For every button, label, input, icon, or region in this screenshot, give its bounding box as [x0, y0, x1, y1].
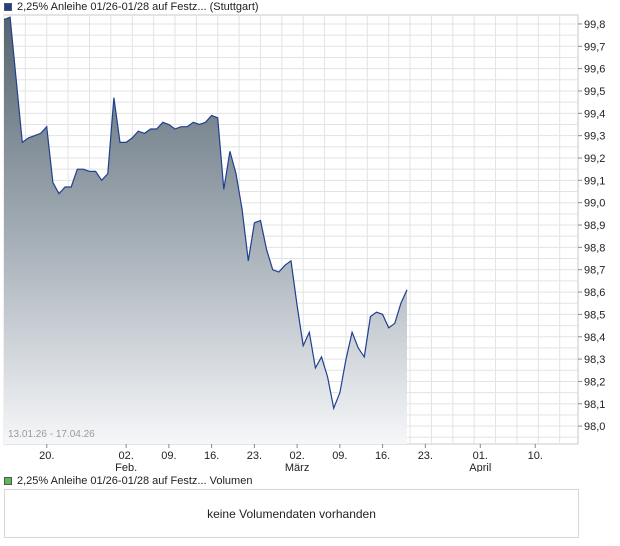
x-tick-label: 09. — [161, 450, 176, 462]
x-month-label: März — [285, 462, 309, 472]
y-tick-label: 98,9 — [584, 220, 605, 232]
x-tick-label: 23. — [247, 450, 262, 462]
y-tick-label: 98,4 — [584, 332, 605, 344]
x-tick-label: 02. — [118, 450, 133, 462]
y-tick-label: 98,0 — [584, 421, 605, 433]
y-tick-label: 98,8 — [584, 242, 605, 254]
legend-series-label: 2,25% Anleihe 01/26-01/28 auf Festz... (… — [17, 1, 259, 13]
y-tick-label: 98,2 — [584, 376, 605, 388]
x-tick-label: 02. — [289, 450, 304, 462]
x-tick-label: 16. — [375, 450, 390, 462]
x-month-label: Feb. — [115, 462, 137, 472]
legend-swatch-green-icon — [4, 477, 12, 485]
legend-volume-label: 2,25% Anleihe 01/26-01/28 auf Festz... V… — [17, 475, 253, 487]
y-tick-label: 98,5 — [584, 309, 605, 321]
y-tick-label: 99,8 — [584, 19, 605, 31]
x-month-label: April — [469, 462, 491, 472]
y-tick-label: 99,0 — [584, 198, 605, 210]
y-tick-label: 99,4 — [584, 108, 605, 120]
y-tick-label: 99,2 — [584, 153, 605, 165]
x-tick-label: 09. — [332, 450, 347, 462]
price-chart: 98,0 98,1 98,2 98,3 98,4 98,5 98,6 98,7 98,8 98,9… — [3, 14, 605, 472]
volume-empty-message: keine Volumendaten vorhanden — [207, 506, 376, 521]
y-tick-label: 99,7 — [584, 41, 605, 53]
legend-main-series: 2,25% Anleihe 01/26-01/28 auf Festz... (… — [4, 0, 259, 14]
price-series-line — [3, 16, 408, 411]
x-tick-label: 23. — [418, 450, 433, 462]
x-tick-label: 01. — [473, 450, 488, 462]
y-tick-label: 99,6 — [584, 64, 605, 76]
y-tick-label: 99,5 — [584, 86, 605, 98]
y-tick-label: 98,7 — [584, 265, 605, 277]
legend-swatch-blue-icon — [4, 3, 12, 11]
x-tick-label: 20. — [39, 450, 54, 462]
y-tick-label: 98,1 — [584, 399, 605, 411]
y-tick-label: 98,6 — [584, 287, 605, 299]
price-area-fill — [4, 17, 408, 444]
y-tick-label: 99,3 — [584, 131, 605, 143]
y-tick-label: 98,3 — [584, 354, 605, 366]
date-range-label: 13.01.26 - 17.04.26 — [8, 429, 95, 440]
y-tick-label: 99,1 — [584, 175, 605, 187]
x-tick-label: 10. — [528, 450, 543, 462]
x-tick-label: 16. — [204, 450, 219, 462]
legend-volume-series: 2,25% Anleihe 01/26-01/28 auf Festz... V… — [4, 474, 252, 488]
volume-panel: keine Volumendaten vorhanden — [4, 489, 579, 538]
